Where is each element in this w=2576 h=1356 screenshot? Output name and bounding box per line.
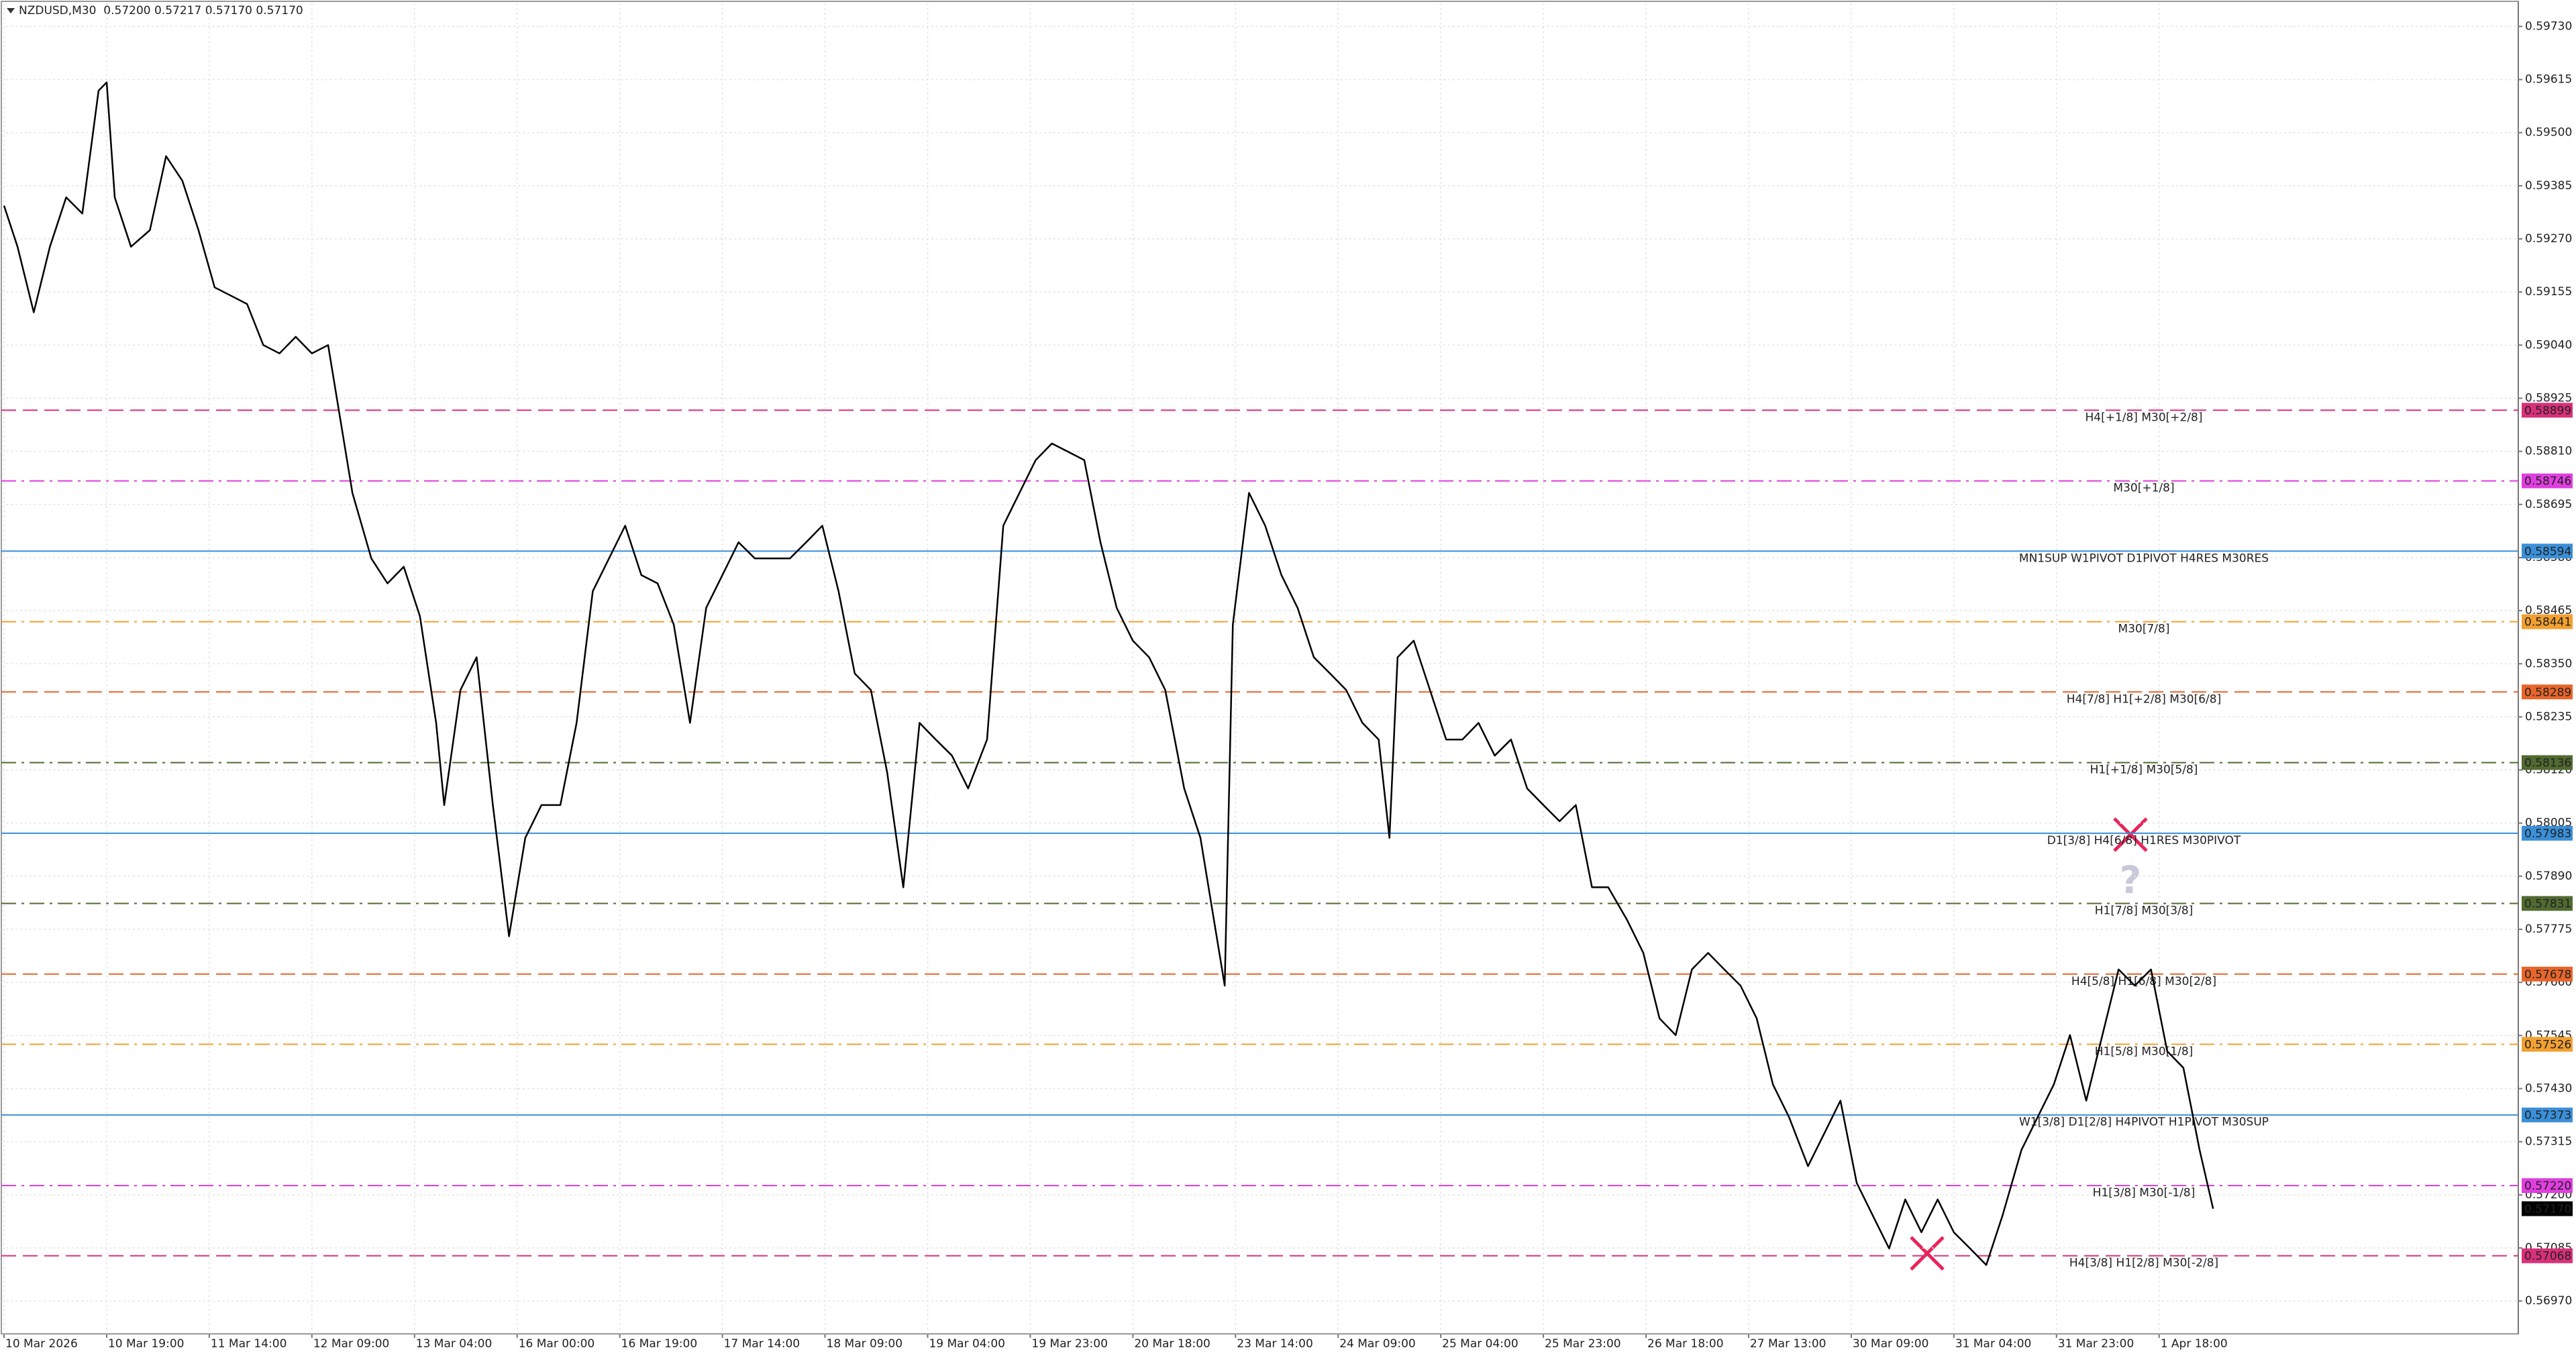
level-label: H4[+1/8] M30[+2/8] xyxy=(2085,411,2202,424)
chart-title: NZDUSD,M30 0.57200 0.57217 0.57170 0.571… xyxy=(19,4,303,17)
x-tick-label: 25 Mar 04:00 xyxy=(1442,1337,1518,1351)
x-tick-label: 1 Apr 18:00 xyxy=(2161,1337,2228,1351)
y-tick-label: 0.58235 xyxy=(2525,710,2572,723)
price-tag xyxy=(2522,1037,2573,1052)
x-tick-label: 19 Mar 04:00 xyxy=(929,1337,1005,1351)
price-tag xyxy=(2522,755,2573,770)
y-tick-label: 0.58695 xyxy=(2525,498,2572,511)
price-tag-label: 0.57831 xyxy=(2524,898,2571,911)
price-tag-label: 0.58594 xyxy=(2524,545,2571,558)
y-tick-label: 0.57430 xyxy=(2525,1082,2572,1096)
level-label: W1[3/8] D1[2/8] H4PIVOT H1PIVOT M30SUP xyxy=(2019,1116,2269,1129)
price-tag xyxy=(2522,543,2573,559)
y-tick-label: 0.56970 xyxy=(2525,1294,2572,1308)
x-tick-label: 25 Mar 23:00 xyxy=(1545,1337,1621,1351)
price-tag xyxy=(2522,403,2573,418)
price-tag-label: 0.58136 xyxy=(2524,757,2571,770)
x-tick-label: 18 Mar 09:00 xyxy=(827,1337,903,1351)
level-label: H1[+1/8] M30[5/8] xyxy=(2090,764,2198,777)
price-tag-label: 0.57678 xyxy=(2524,968,2571,982)
level-label: M30[7/8] xyxy=(2118,623,2170,636)
x-tick-label: 17 Mar 14:00 xyxy=(724,1337,801,1351)
y-tick-label: 0.57890 xyxy=(2525,870,2572,883)
price-tag xyxy=(2522,1178,2573,1194)
x-tick-label: 24 Mar 09:00 xyxy=(1339,1337,1416,1351)
level-label: H4[3/8] H1[2/8] M30[-2/8] xyxy=(2069,1257,2218,1270)
level-label: M30[+1/8] xyxy=(2113,482,2174,495)
marker-x xyxy=(1910,817,2148,1271)
price-tag-label: 0.58441 xyxy=(2524,616,2571,629)
level-label: H4[5/8] H1[6/8] M30[2/8] xyxy=(2071,975,2216,988)
price-tag-label: 0.57068 xyxy=(2524,1250,2571,1263)
y-tick-label: 0.59500 xyxy=(2525,126,2572,140)
price-tag xyxy=(2522,1107,2573,1123)
y-tick-label: 0.59040 xyxy=(2525,338,2572,352)
x-tick-label: 23 Mar 14:00 xyxy=(1237,1337,1313,1351)
y-tick-label: 0.58810 xyxy=(2525,445,2572,458)
x-tick-label: 31 Mar 23:00 xyxy=(2058,1337,2134,1351)
last-price-tag xyxy=(2522,1201,2573,1216)
level-label: H1[3/8] M30[-1/8] xyxy=(2093,1186,2196,1200)
price-tag-label: 0.58289 xyxy=(2524,686,2571,699)
price-tag-label: 0.57526 xyxy=(2524,1038,2571,1051)
last-price-label: 0.57170 xyxy=(2524,1202,2571,1216)
x-tick-label: 27 Mar 13:00 xyxy=(1750,1337,1826,1351)
price-tag xyxy=(2522,896,2573,911)
x-tick-label: 30 Mar 09:00 xyxy=(1853,1337,1929,1351)
x-tick-label: 13 Mar 04:00 xyxy=(416,1337,493,1351)
level-label: H1[5/8] M30[1/8] xyxy=(2095,1045,2194,1058)
collapse-arrow[interactable] xyxy=(7,8,15,13)
level-label: D1[3/8] H4[6/8] H1RES M30PIVOT xyxy=(2047,834,2241,847)
x-tick-label: 26 Mar 18:00 xyxy=(1647,1337,1724,1351)
y-tick-label: 0.57315 xyxy=(2525,1135,2572,1149)
plot-frame xyxy=(1,1,2519,1335)
level-label: MN1SUP W1PIVOT D1PIVOT H4RES M30RES xyxy=(2019,552,2269,565)
x-tick-label: 10 Mar 2026 xyxy=(5,1337,78,1351)
price-tag-label: 0.58899 xyxy=(2524,404,2571,417)
x-tick-label: 31 Mar 04:00 xyxy=(1955,1337,2032,1351)
y-tick-label: 0.58465 xyxy=(2525,604,2572,617)
y-tick-label: 0.59615 xyxy=(2525,73,2572,87)
annotation-icon: ? xyxy=(2120,859,2141,902)
y-tick-label: 0.57775 xyxy=(2525,923,2572,936)
y-tick-label: 0.58925 xyxy=(2525,391,2572,405)
y-tick-label: 0.59155 xyxy=(2525,285,2572,299)
y-tick-label: 0.58350 xyxy=(2525,657,2572,670)
x-tick-label: 19 Mar 23:00 xyxy=(1031,1337,1108,1351)
x-tick-label: 11 Mar 14:00 xyxy=(211,1337,287,1351)
x-tick-label: 10 Mar 19:00 xyxy=(108,1337,185,1351)
price-tag-label: 0.57220 xyxy=(2524,1180,2571,1193)
price-line xyxy=(3,81,2214,1266)
price-tag xyxy=(2522,1248,2573,1263)
price-tag-label: 0.58746 xyxy=(2524,475,2571,488)
x-tick-label: 12 Mar 09:00 xyxy=(313,1337,390,1351)
y-tick-label: 0.59385 xyxy=(2525,179,2572,193)
price-tag xyxy=(2522,966,2573,982)
price-tag-label: 0.57373 xyxy=(2524,1109,2571,1123)
level-label: H1[7/8] M30[3/8] xyxy=(2095,904,2194,918)
y-tick-label: 0.59730 xyxy=(2525,19,2572,33)
level-label: H4[7/8] H1[+2/8] M30[6/8] xyxy=(2067,692,2221,706)
y-tick-label: 0.59270 xyxy=(2525,232,2572,246)
price-tag-label: 0.57983 xyxy=(2524,827,2571,841)
x-tick-label: 16 Mar 00:00 xyxy=(519,1337,595,1351)
price-tag xyxy=(2522,473,2573,488)
x-tick-label: 16 Mar 19:00 xyxy=(621,1337,698,1351)
price-tag xyxy=(2522,614,2573,629)
price-tag xyxy=(2522,684,2573,700)
price-tag xyxy=(2522,825,2573,841)
x-tick-label: 20 Mar 18:00 xyxy=(1134,1337,1210,1351)
